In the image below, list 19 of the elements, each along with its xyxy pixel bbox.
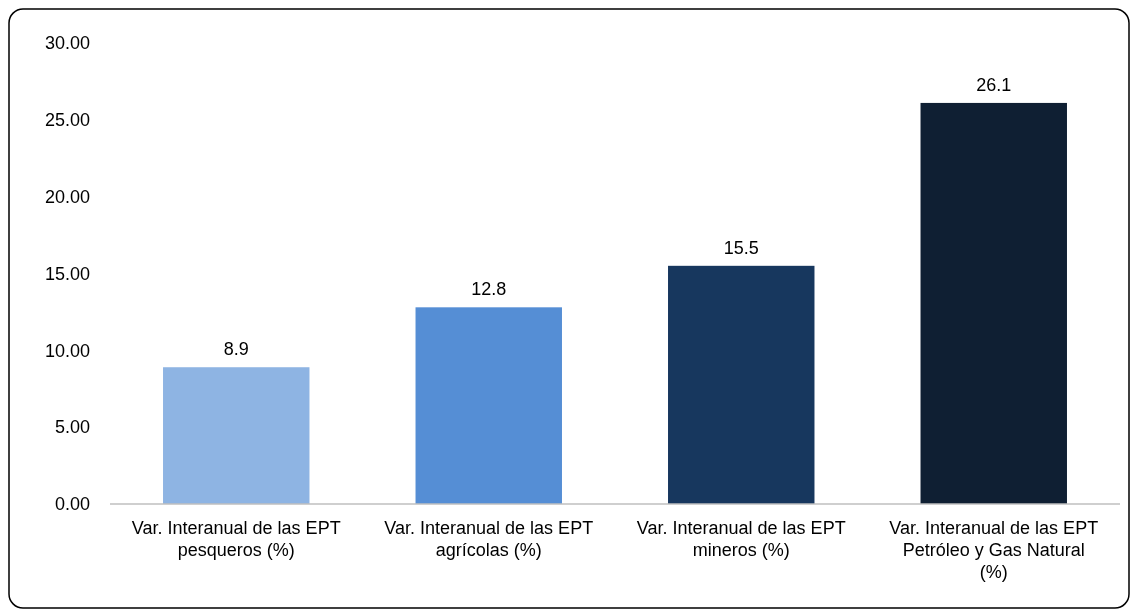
y-tick-label: 30.00 bbox=[44, 33, 90, 54]
x-tick-label: Var. Interanual de las EPT agrícolas (%) bbox=[384, 518, 594, 560]
y-tick-label: 0.00 bbox=[54, 494, 90, 515]
bar bbox=[163, 367, 310, 504]
y-tick-label: 20.00 bbox=[44, 186, 90, 207]
bar bbox=[415, 307, 562, 504]
data-label: 8.9 bbox=[223, 339, 249, 360]
y-tick-label: 25.00 bbox=[44, 110, 90, 131]
y-tick-label: 15.00 bbox=[44, 263, 90, 284]
x-tick-label: Var. Interanual de las EPT pesqueros (%) bbox=[131, 518, 341, 560]
data-label: 15.5 bbox=[723, 237, 759, 258]
data-label: 12.8 bbox=[471, 279, 507, 300]
bar bbox=[668, 265, 815, 504]
x-tick-label: Var. Interanual de las EPT Petróleo y Gas Natural (%) bbox=[889, 518, 1099, 582]
y-tick-label: 5.00 bbox=[54, 417, 90, 438]
data-label: 26.1 bbox=[976, 74, 1012, 95]
y-tick-label: 10.00 bbox=[44, 340, 90, 361]
bar bbox=[920, 102, 1067, 504]
x-tick-label: Var. Interanual de las EPT mineros (%) bbox=[636, 518, 846, 560]
